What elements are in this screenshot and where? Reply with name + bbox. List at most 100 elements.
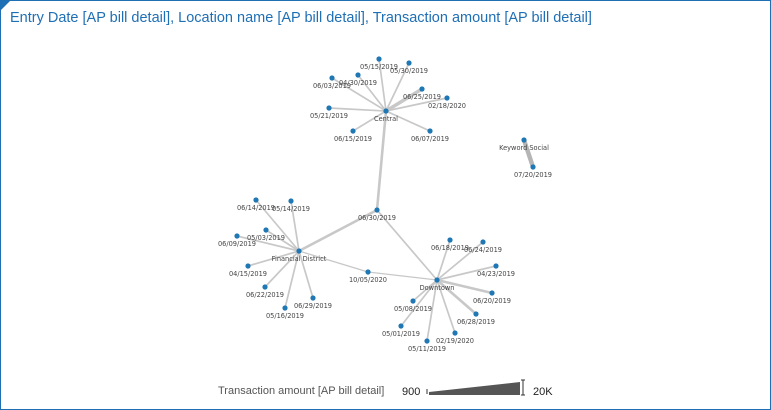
graph-node-label: 04/30/2019 bbox=[339, 79, 377, 87]
graph-node[interactable]: 04/30/2019 bbox=[339, 72, 377, 87]
graph-node[interactable]: 06/25/2019 bbox=[403, 86, 441, 101]
graph-node-dot[interactable] bbox=[447, 237, 453, 243]
graph-node-label: 06/20/2019 bbox=[473, 297, 511, 305]
graph-edge bbox=[436, 239, 451, 281]
graph-node[interactable]: 05/01/2019 bbox=[382, 323, 420, 338]
graph-edge bbox=[436, 241, 484, 281]
graph-node[interactable]: 05/30/2019 bbox=[390, 60, 428, 75]
legend-label: Transaction amount [AP bill detail] bbox=[218, 385, 385, 397]
graph-node[interactable]: 05/15/2019 bbox=[360, 56, 398, 71]
graph-node[interactable]: Downtown bbox=[420, 277, 455, 292]
graph-node[interactable]: 06/14/2019 bbox=[237, 197, 275, 212]
graph-node[interactable]: 04/23/2019 bbox=[477, 263, 515, 278]
graph-node-dot[interactable] bbox=[444, 95, 450, 101]
graph-edge bbox=[298, 250, 369, 273]
graph-node-dot[interactable] bbox=[473, 311, 479, 317]
graph-node-label: 04/23/2019 bbox=[477, 270, 515, 278]
graph-node-dot[interactable] bbox=[288, 198, 294, 204]
graph-node-label: 06/18/2019 bbox=[431, 244, 469, 252]
graph-node[interactable]: 05/16/2019 bbox=[266, 305, 304, 320]
graph-node[interactable]: 05/21/2019 bbox=[310, 105, 348, 120]
graph-edge bbox=[236, 235, 300, 252]
graph-node-dot[interactable] bbox=[410, 298, 416, 304]
graph-node[interactable]: 06/03/2019 bbox=[313, 75, 351, 90]
graph-edge bbox=[298, 250, 314, 299]
graph-edges bbox=[236, 58, 536, 342]
graph-node-dot[interactable] bbox=[427, 128, 433, 134]
graph-node[interactable]: 06/24/2019 bbox=[464, 239, 502, 254]
graph-node[interactable]: Central bbox=[374, 108, 398, 123]
graph-node-label: 06/28/2019 bbox=[457, 318, 495, 326]
graph-node[interactable]: 06/07/2019 bbox=[411, 128, 449, 143]
graph-node-dot[interactable] bbox=[419, 86, 425, 92]
graph-node[interactable]: 06/30/2019 bbox=[358, 207, 396, 222]
graph-node-dot[interactable] bbox=[326, 105, 332, 111]
graph-node-label: Keyword Social bbox=[499, 144, 549, 152]
graph-node[interactable]: 06/28/2019 bbox=[457, 311, 495, 326]
graph-node-dot[interactable] bbox=[383, 108, 389, 114]
frame-corner-marker bbox=[1, 1, 10, 10]
graph-node[interactable]: Keyword Social bbox=[499, 137, 549, 152]
graph-node[interactable]: 07/20/2019 bbox=[514, 164, 552, 179]
graph-node[interactable]: 06/20/2019 bbox=[473, 290, 511, 305]
graph-node[interactable]: 02/18/2020 bbox=[428, 95, 466, 110]
graph-node[interactable]: 05/14/2019 bbox=[272, 198, 310, 213]
graph-node-dot[interactable] bbox=[253, 197, 259, 203]
graph-node-dot[interactable] bbox=[355, 72, 361, 78]
graph-node[interactable]: 02/19/2020 bbox=[436, 330, 474, 345]
graph-edge bbox=[385, 62, 410, 112]
graph-node[interactable]: 06/29/2019 bbox=[294, 295, 332, 310]
graph-node-dot[interactable] bbox=[521, 137, 527, 143]
graph-node-dot[interactable] bbox=[452, 330, 458, 336]
graph-edge bbox=[255, 199, 300, 252]
graph-node[interactable]: 05/08/2019 bbox=[394, 298, 432, 313]
graph-node-label: 05/21/2019 bbox=[310, 112, 348, 120]
graph-node-dot[interactable] bbox=[406, 60, 412, 66]
graph-node-label: Financial District bbox=[272, 255, 327, 263]
graph-node[interactable]: 04/15/2019 bbox=[229, 263, 267, 278]
graph-edge bbox=[328, 107, 387, 112]
graph-node-label: 02/18/2020 bbox=[428, 102, 466, 110]
graph-edge bbox=[400, 279, 438, 327]
graph-node-dot[interactable] bbox=[234, 233, 240, 239]
graph-edge bbox=[436, 278, 493, 295]
graph-node-dot[interactable] bbox=[296, 248, 302, 254]
graph-node[interactable]: 06/15/2019 bbox=[334, 128, 372, 143]
graph-node-dot[interactable] bbox=[262, 284, 268, 290]
graph-node[interactable]: 06/09/2019 bbox=[218, 233, 256, 248]
graph-node[interactable]: 10/05/2020 bbox=[349, 269, 387, 284]
graph-node-dot[interactable] bbox=[434, 277, 440, 283]
graph-node[interactable]: 05/11/2019 bbox=[408, 338, 446, 353]
graph-node[interactable]: 05/03/2019 bbox=[247, 227, 285, 242]
graph-node-dot[interactable] bbox=[398, 323, 404, 329]
graph-node[interactable]: Financial District bbox=[272, 248, 327, 263]
graph-node-label: 07/20/2019 bbox=[514, 171, 552, 179]
graph-node-dot[interactable] bbox=[374, 207, 380, 213]
graph-node[interactable]: 06/22/2019 bbox=[246, 284, 284, 299]
graph-node-dot[interactable] bbox=[245, 263, 251, 269]
graph-node-dot[interactable] bbox=[480, 239, 486, 245]
graph-node-label: 05/15/2019 bbox=[360, 63, 398, 71]
graph-node-dot[interactable] bbox=[329, 75, 335, 81]
graph-node-dot[interactable] bbox=[350, 128, 356, 134]
graph-node-dot[interactable] bbox=[489, 290, 495, 296]
graph-node-label: 06/14/2019 bbox=[237, 204, 275, 212]
graph-node-dot[interactable] bbox=[263, 227, 269, 233]
graph-edge bbox=[376, 209, 438, 281]
graph-node-dot[interactable] bbox=[376, 56, 382, 62]
graph-node-label: 06/24/2019 bbox=[464, 246, 502, 254]
graph-node-dot[interactable] bbox=[493, 263, 499, 269]
graph-edge bbox=[290, 200, 300, 252]
graph-nodes: Central05/15/201905/30/201906/03/201904/… bbox=[218, 56, 552, 353]
chart-title: Entry Date [AP bill detail], Location na… bbox=[10, 10, 592, 26]
graph-node-dot[interactable] bbox=[310, 295, 316, 301]
graph-node-dot[interactable] bbox=[282, 305, 288, 311]
graph-node-dot[interactable] bbox=[424, 338, 430, 344]
graph-node-label: 06/29/2019 bbox=[294, 302, 332, 310]
graph-node-label: 05/30/2019 bbox=[390, 67, 428, 75]
graph-node[interactable]: 06/18/2019 bbox=[431, 237, 469, 252]
graph-node-dot[interactable] bbox=[530, 164, 536, 170]
graph-node-label: 05/16/2019 bbox=[266, 312, 304, 320]
graph-node-dot[interactable] bbox=[365, 269, 371, 275]
